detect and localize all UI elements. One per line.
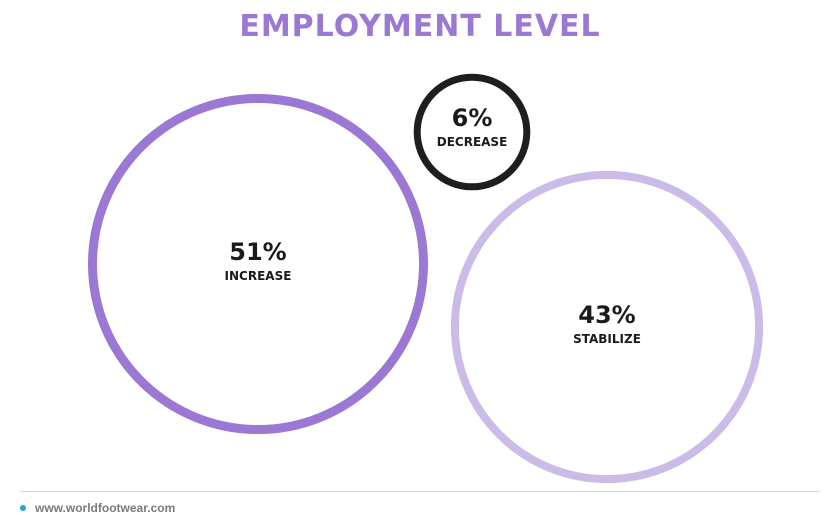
footer: www.worldfootwear.com (20, 499, 175, 517)
footer-url: www.worldfootwear.com (35, 501, 176, 515)
bubble-decrease-value: 6% (452, 104, 493, 132)
bubble-stabilize-label: STABILIZE (573, 332, 641, 346)
bubble-increase (88, 94, 428, 434)
bubble-decrease (413, 73, 531, 191)
bubble-increase-label: INCREASE (225, 269, 292, 283)
footer-divider (20, 491, 820, 492)
bubble-increase-value: 51% (229, 238, 286, 266)
bubble-stabilize (450, 170, 764, 484)
bubble-decrease-label: DECREASE (437, 135, 508, 149)
bubble-stabilize-value: 43% (578, 301, 635, 329)
footer-bullet-icon (20, 505, 26, 511)
chart-title: EMPLOYMENT LEVEL (239, 9, 601, 44)
